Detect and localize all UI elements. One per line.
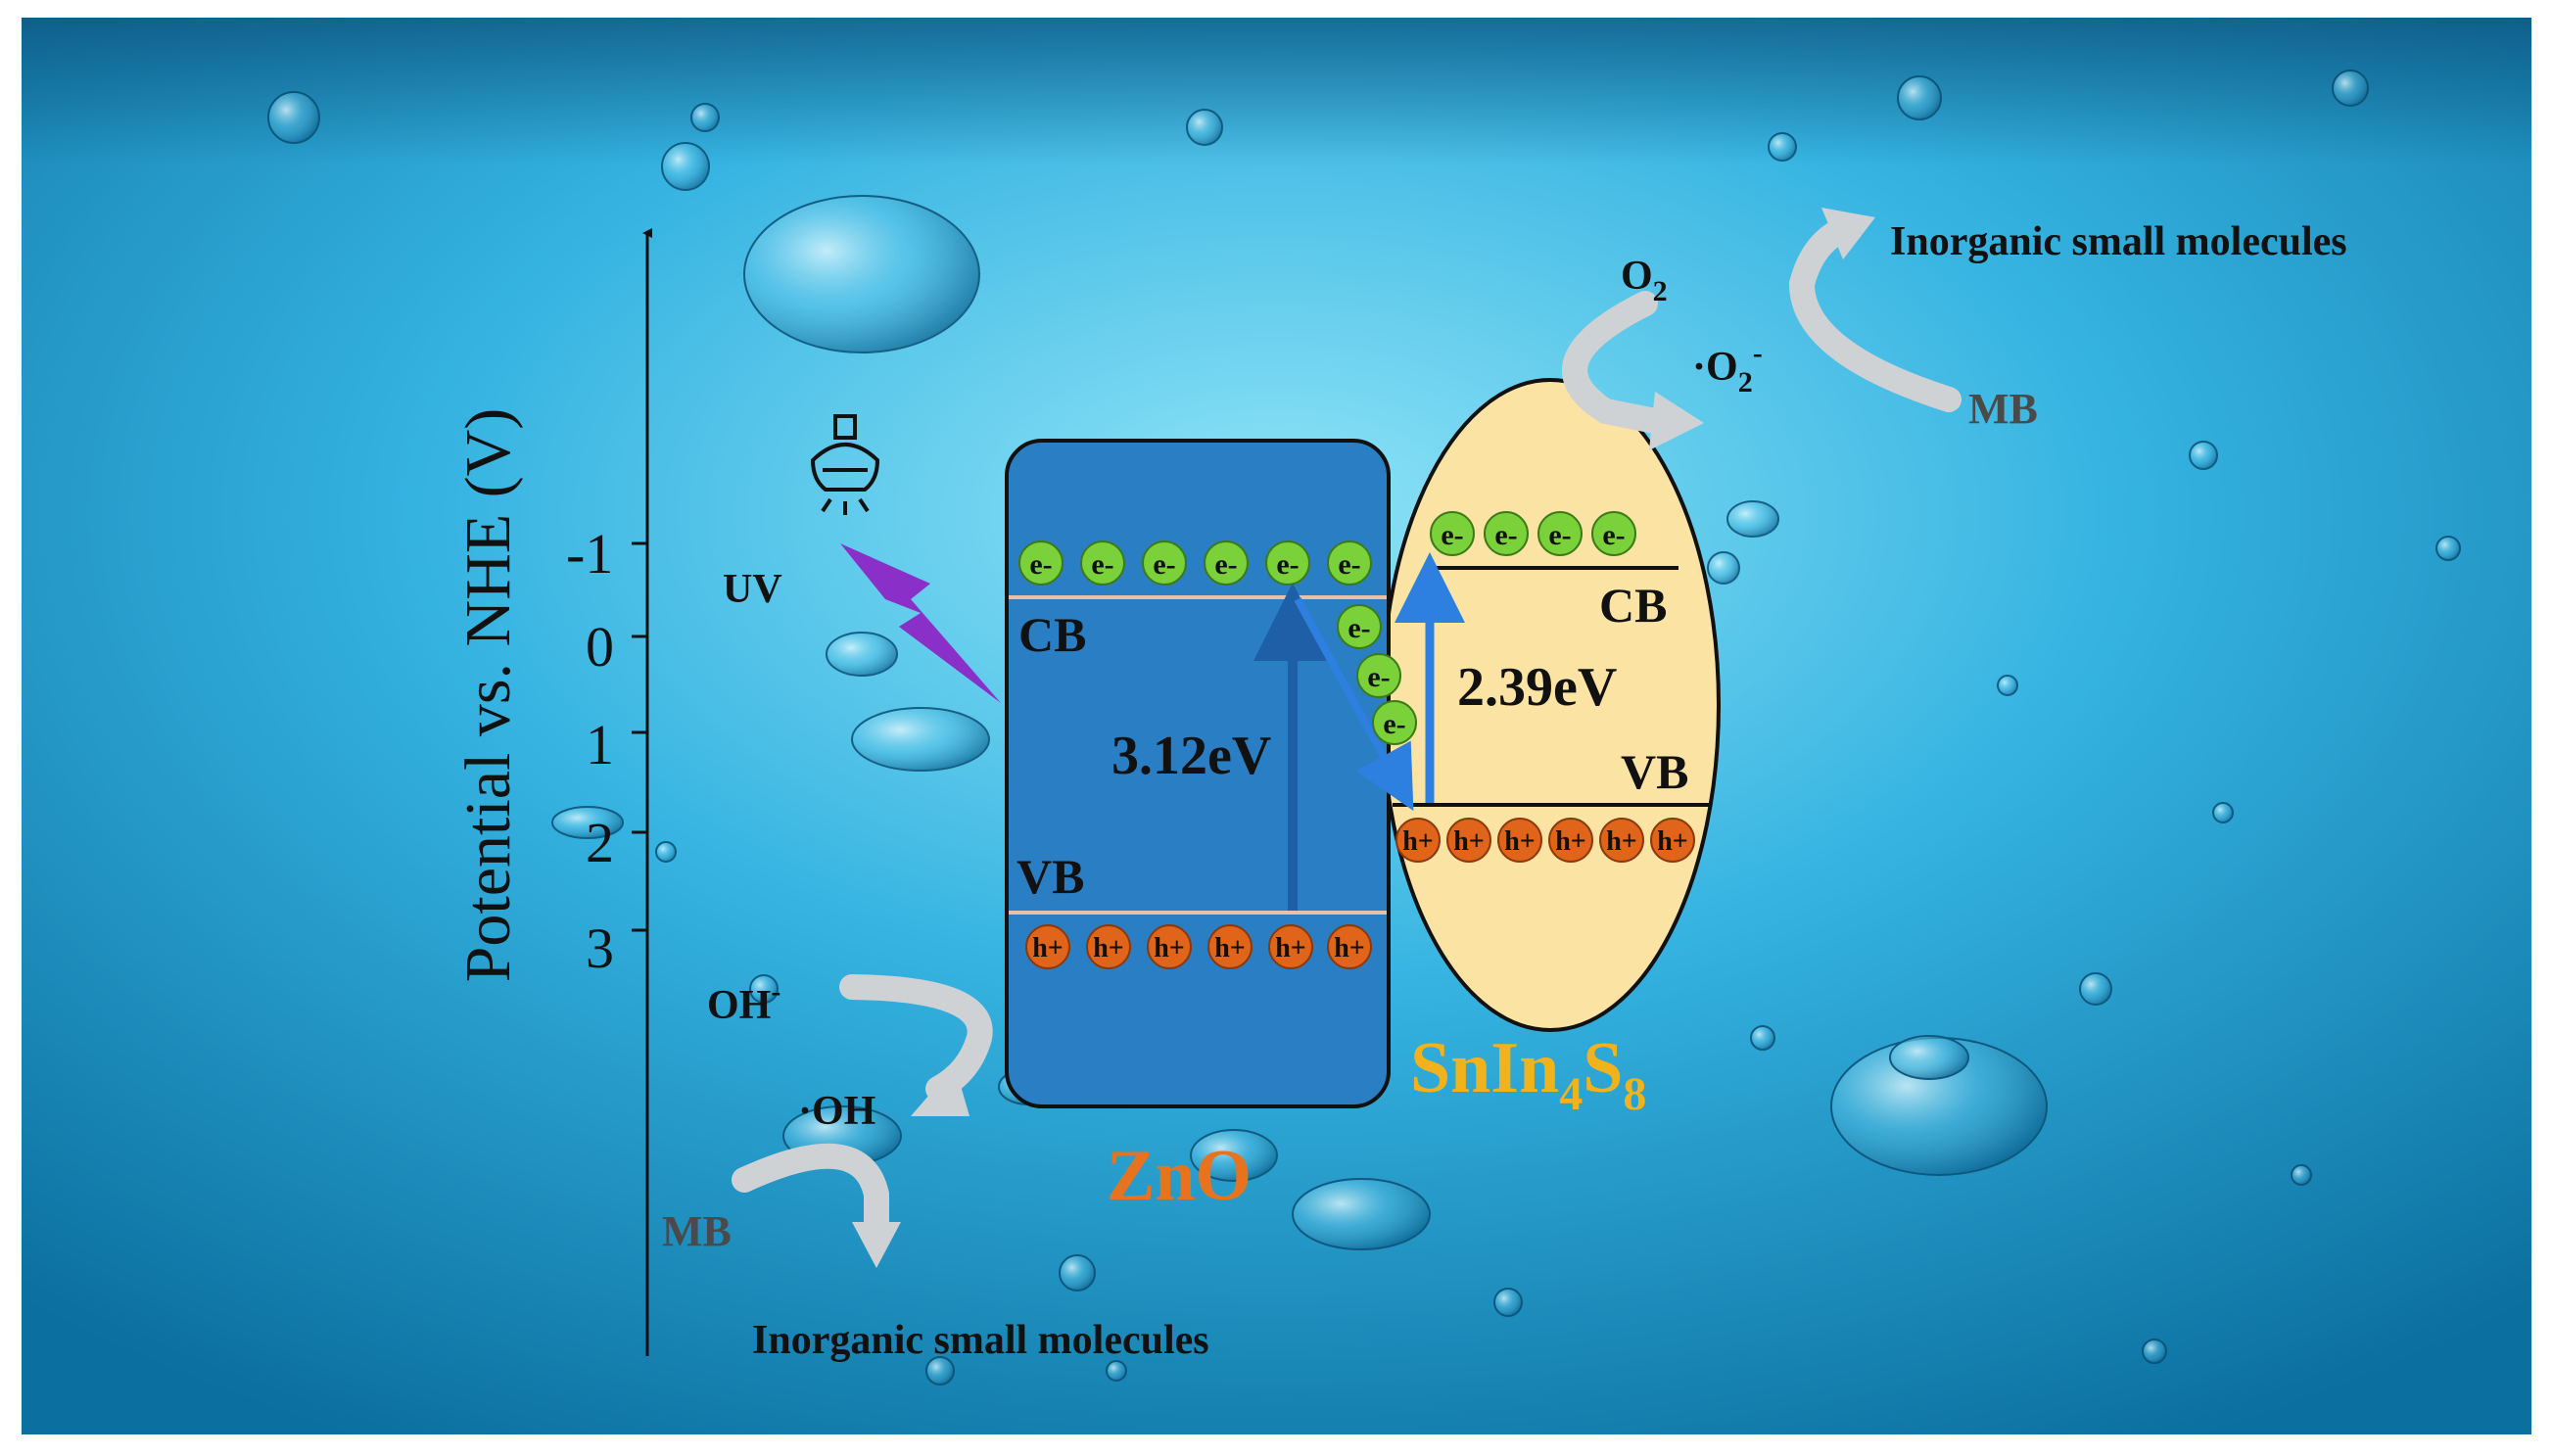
svg-text:h+: h+ bbox=[1657, 826, 1688, 857]
hole: h+ bbox=[1548, 818, 1593, 863]
potential-axis: -1 0 1 2 3 Potential vs. NHE (V) bbox=[452, 228, 652, 1356]
svg-text:e-: e- bbox=[1276, 548, 1299, 581]
electron: e- bbox=[1430, 511, 1475, 556]
hole: h+ bbox=[1147, 924, 1192, 969]
svg-text:h+: h+ bbox=[1032, 933, 1064, 963]
product-label-top: Inorganic small molecules bbox=[1890, 219, 2347, 264]
tick-label: 0 bbox=[586, 615, 614, 679]
svg-text:h+: h+ bbox=[1504, 826, 1536, 857]
zno-vb-label: VB bbox=[1016, 849, 1084, 904]
curved-arrow bbox=[732, 1143, 889, 1237]
snin4s8-name: SnIn4S8 bbox=[1410, 1028, 1646, 1120]
oxidation-pathway: OH- ·OH MB Inorganic small molecules bbox=[662, 974, 1209, 1363]
hole: h+ bbox=[1599, 818, 1644, 863]
svg-text:h+: h+ bbox=[1555, 826, 1586, 857]
curved-arrow bbox=[1788, 217, 1962, 412]
svg-text:e-: e- bbox=[1091, 548, 1113, 581]
hole: h+ bbox=[1268, 924, 1313, 969]
superoxide-label: ·O2- bbox=[1692, 337, 1763, 399]
tick-label: 1 bbox=[586, 713, 614, 776]
curved-arrow bbox=[1562, 291, 1668, 434]
electron: e- bbox=[1080, 540, 1125, 586]
svg-text:h+: h+ bbox=[1275, 933, 1306, 963]
hole: h+ bbox=[1025, 924, 1070, 969]
axis-title: Potential vs. NHE (V) bbox=[452, 408, 524, 983]
svg-text:h+: h+ bbox=[1334, 933, 1365, 963]
snin4s8-electrons: e- e- e- e- bbox=[1430, 511, 1636, 556]
snin4s8-semiconductor: CB VB 2.39eV e- e- e- e- h+ h+ h+ h+ h+ … bbox=[1380, 378, 1721, 1032]
mb-label-bottom: MB bbox=[662, 1207, 732, 1255]
snin4s8-cb-label: CB bbox=[1599, 578, 1667, 633]
tick-label: 2 bbox=[586, 811, 614, 874]
curved-arrow-head bbox=[911, 1065, 969, 1116]
svg-text:h+: h+ bbox=[1402, 826, 1434, 857]
electron: e- bbox=[1537, 511, 1583, 556]
electron: e- bbox=[1265, 540, 1310, 586]
svg-text:e-: e- bbox=[1494, 519, 1517, 551]
hydroxide-label: OH- bbox=[707, 975, 780, 1028]
svg-text:e-: e- bbox=[1338, 548, 1360, 581]
svg-text:e-: e- bbox=[1602, 519, 1625, 551]
electron: e- bbox=[1337, 604, 1382, 649]
electron: e- bbox=[1591, 511, 1636, 556]
uv-light: UV bbox=[723, 414, 1001, 703]
svg-text:e-: e- bbox=[1383, 708, 1405, 740]
curved-arrow-head bbox=[852, 1222, 901, 1268]
snin4s8-holes: h+ h+ h+ h+ h+ h+ bbox=[1395, 818, 1695, 863]
tick-label: 3 bbox=[586, 916, 614, 980]
electron: e- bbox=[1327, 540, 1372, 586]
bubbles bbox=[267, 70, 2461, 1386]
electron: e- bbox=[1204, 540, 1249, 586]
zno-band-gap: 3.12eV bbox=[1111, 726, 1271, 786]
o2-label: O2 bbox=[1621, 254, 1668, 307]
light-bulb-icon bbox=[810, 414, 880, 515]
transfer-arrow bbox=[1294, 597, 1414, 812]
svg-text:e-: e- bbox=[1367, 661, 1390, 693]
zno-name: ZnO bbox=[1107, 1136, 1252, 1216]
hole: h+ bbox=[1327, 924, 1372, 969]
snin4s8-band-gap: 2.39eV bbox=[1457, 657, 1617, 718]
svg-text:e-: e- bbox=[1153, 548, 1175, 581]
mb-label-top: MB bbox=[1968, 385, 2038, 433]
electron: e- bbox=[1018, 540, 1064, 586]
svg-text:h+: h+ bbox=[1214, 933, 1246, 963]
svg-text:e-: e- bbox=[1441, 519, 1463, 551]
hole: h+ bbox=[1497, 818, 1542, 863]
svg-text:h+: h+ bbox=[1154, 933, 1185, 963]
electron: e- bbox=[1484, 511, 1529, 556]
zno-semiconductor: CB VB 3.12eV e- e- e- e- e- e- h+ h+ h+ … bbox=[1005, 439, 1391, 1108]
hole: h+ bbox=[1446, 818, 1491, 863]
water-background bbox=[22, 18, 2531, 1434]
curved-arrow bbox=[839, 974, 993, 1102]
zno-holes: h+ h+ h+ h+ h+ h+ bbox=[1025, 924, 1372, 969]
svg-text:h+: h+ bbox=[1606, 826, 1637, 857]
svg-text:e-: e- bbox=[1214, 548, 1237, 581]
hole: h+ bbox=[1086, 924, 1131, 969]
hydroxyl-radical-label: ·OH bbox=[798, 1089, 875, 1134]
uv-label: UV bbox=[723, 567, 782, 612]
reduction-pathway: O2 ·O2- MB Inorganic small molecules bbox=[1562, 208, 2347, 450]
zno-cb-label: CB bbox=[1018, 607, 1086, 662]
lightning-bolt-icon bbox=[840, 543, 1001, 703]
electron-transfer: e- e- e- bbox=[1294, 597, 1417, 812]
electron: e- bbox=[1372, 700, 1417, 745]
curved-arrow-head bbox=[1821, 208, 1875, 259]
hole: h+ bbox=[1207, 924, 1253, 969]
svg-text:e-: e- bbox=[1347, 612, 1370, 644]
hole: h+ bbox=[1395, 818, 1441, 863]
tick-label: -1 bbox=[566, 522, 613, 586]
electron: e- bbox=[1142, 540, 1187, 586]
svg-text:h+: h+ bbox=[1093, 933, 1124, 963]
hole: h+ bbox=[1650, 818, 1695, 863]
zno-electrons: e- e- e- e- e- e- bbox=[1018, 540, 1372, 586]
product-label-bottom: Inorganic small molecules bbox=[752, 1318, 1209, 1363]
svg-text:e-: e- bbox=[1029, 548, 1052, 581]
svg-text:h+: h+ bbox=[1453, 826, 1485, 857]
snin4s8-vb-label: VB bbox=[1621, 744, 1688, 799]
electron: e- bbox=[1356, 653, 1401, 698]
curved-arrow-head bbox=[1649, 392, 1704, 450]
svg-text:e-: e- bbox=[1548, 519, 1571, 551]
